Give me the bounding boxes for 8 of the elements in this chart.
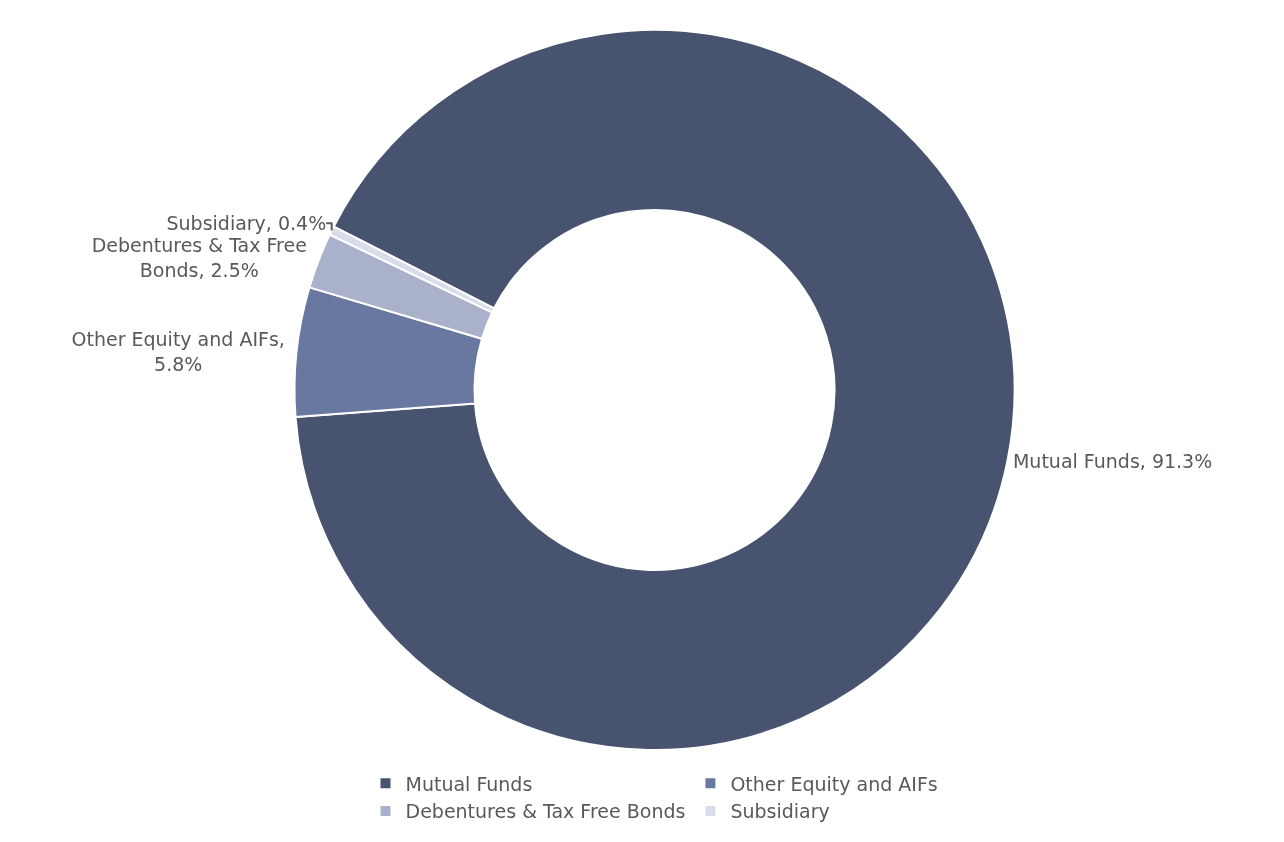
data-label: Other Equity and AIFs, 5.8%	[71, 328, 285, 375]
data-label: Mutual Funds, 91.3%	[1012, 450, 1213, 473]
data-label: Subsidiary, 0.4%	[166, 212, 327, 235]
legend-label: Mutual Funds	[405, 772, 533, 795]
data-label: Debentures & Tax Free Bonds, 2.5%	[91, 234, 307, 281]
legend-label: Subsidiary	[730, 800, 830, 823]
legend-label: Other Equity and AIFs	[730, 772, 938, 795]
legend-label: Debentures & Tax Free Bonds	[405, 800, 686, 823]
